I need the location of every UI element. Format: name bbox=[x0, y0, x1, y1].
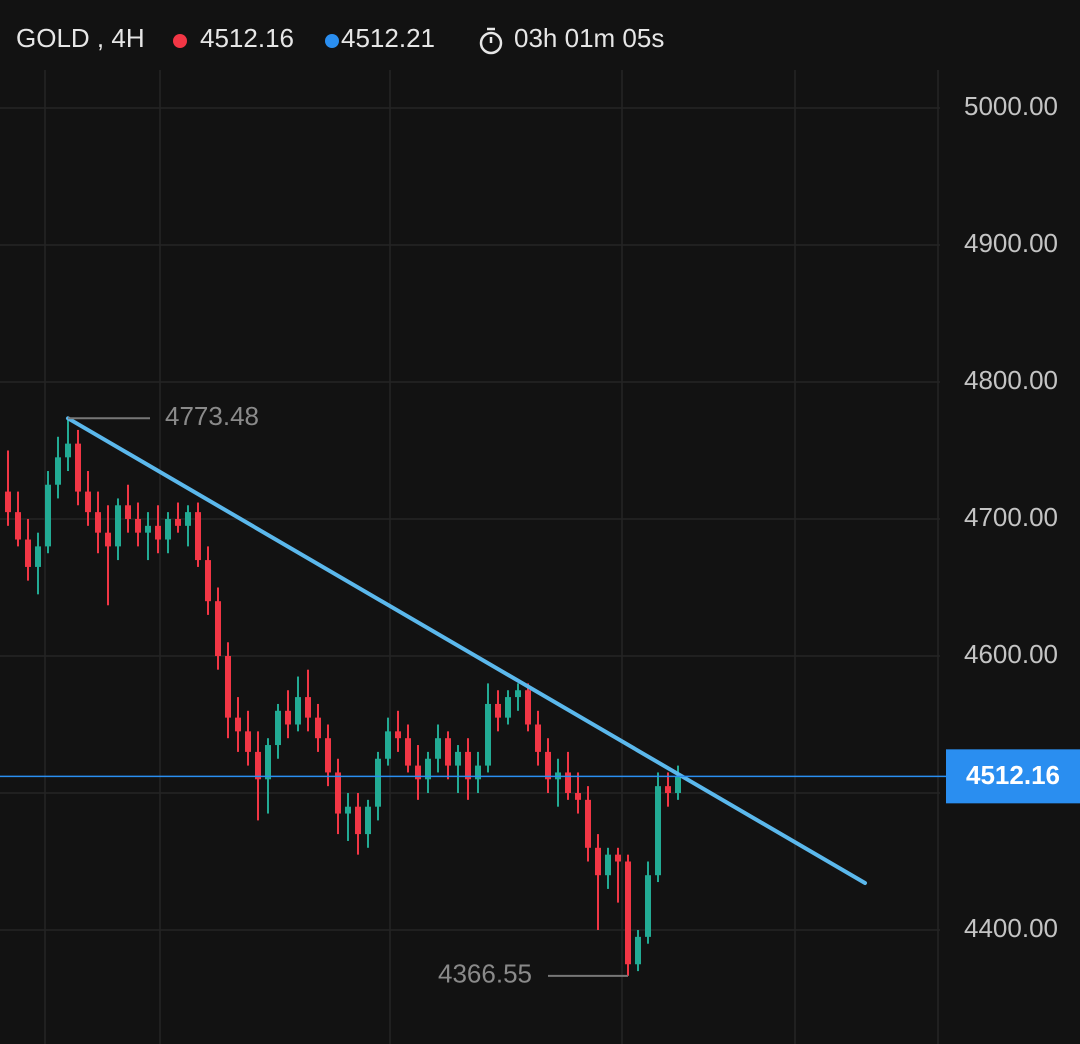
symbol: GOLD , 4H bbox=[16, 23, 145, 53]
candle-body bbox=[45, 484, 51, 547]
candle-body bbox=[165, 518, 171, 540]
candle-body bbox=[145, 525, 151, 533]
candle-body bbox=[615, 854, 621, 862]
y-tick-label: 5000.00 bbox=[964, 91, 1058, 121]
candle-body bbox=[345, 806, 351, 814]
candle-body bbox=[455, 751, 461, 766]
ask-price: 4512.21 bbox=[341, 23, 435, 53]
candle-body bbox=[395, 731, 401, 739]
candle-body bbox=[515, 690, 521, 698]
candle-body bbox=[485, 703, 491, 766]
bid-price: 4512.16 bbox=[200, 23, 294, 53]
vertical-grid bbox=[44, 70, 939, 1044]
high-label: 4773.48 bbox=[165, 401, 259, 431]
candle-body bbox=[675, 776, 681, 793]
candle-body bbox=[385, 731, 391, 759]
candle-body bbox=[475, 765, 481, 780]
candle-body bbox=[435, 738, 441, 759]
candle-body bbox=[545, 751, 551, 780]
candle-body bbox=[185, 512, 191, 526]
y-tick-label: 4600.00 bbox=[964, 639, 1058, 669]
candle-body bbox=[95, 512, 101, 533]
candle-body bbox=[115, 505, 121, 547]
candle-body bbox=[105, 532, 111, 547]
candle-body bbox=[305, 697, 311, 718]
candle-body bbox=[125, 505, 131, 519]
candle-body bbox=[265, 745, 271, 780]
candle-body bbox=[575, 792, 581, 800]
candle-body bbox=[415, 765, 421, 780]
price-box-label: 4512.16 bbox=[966, 760, 1060, 790]
candle-body bbox=[65, 443, 71, 458]
candle-body bbox=[605, 854, 611, 876]
price-box bbox=[946, 749, 1080, 804]
candle-body bbox=[275, 710, 281, 746]
y-tick-label: 4800.00 bbox=[964, 365, 1058, 395]
candle-body bbox=[465, 751, 471, 780]
y-tick-label: 4400.00 bbox=[964, 913, 1058, 943]
y-tick-label: 4700.00 bbox=[964, 502, 1058, 532]
candle-body bbox=[505, 697, 511, 718]
timer-icon bbox=[479, 27, 503, 55]
candle-body bbox=[535, 724, 541, 752]
candle-body bbox=[405, 738, 411, 766]
candle-body bbox=[245, 731, 251, 752]
candle-body bbox=[155, 525, 161, 540]
candle-body bbox=[75, 443, 81, 492]
candle-body bbox=[365, 806, 371, 835]
candle-body bbox=[595, 847, 601, 876]
candle-body bbox=[625, 861, 631, 965]
candle-body bbox=[135, 518, 141, 533]
candle-body bbox=[525, 690, 531, 725]
candle-body bbox=[205, 560, 211, 602]
candle-body bbox=[655, 786, 661, 876]
candle-body bbox=[635, 936, 641, 965]
candle-body bbox=[665, 786, 671, 793]
candle-body bbox=[355, 806, 361, 835]
candle-body bbox=[375, 758, 381, 807]
candle-body bbox=[175, 518, 181, 526]
candle-body bbox=[285, 710, 291, 725]
timer: 03h 01m 05s bbox=[514, 23, 664, 53]
header: GOLD , 4H 4512.16 4512.21 03h 01m 05s bbox=[16, 23, 664, 55]
trendline bbox=[66, 416, 867, 886]
candle-body bbox=[645, 875, 651, 937]
bid-dot bbox=[173, 34, 187, 48]
candle-body bbox=[35, 546, 41, 567]
candle-body bbox=[85, 491, 91, 513]
candle-body bbox=[225, 655, 231, 718]
candle-body bbox=[25, 539, 31, 567]
y-tick-label: 4900.00 bbox=[964, 228, 1058, 258]
candle-body bbox=[255, 751, 261, 780]
candle-body bbox=[325, 738, 331, 773]
candle-body bbox=[335, 772, 341, 814]
candle-body bbox=[5, 491, 11, 513]
candle-body bbox=[15, 512, 21, 540]
candle-body bbox=[565, 772, 571, 793]
candle-body bbox=[585, 799, 591, 848]
candle-body bbox=[195, 512, 201, 561]
candle-body bbox=[425, 758, 431, 780]
low-label: 4366.55 bbox=[438, 959, 532, 989]
candle-body bbox=[55, 457, 61, 485]
candle-body bbox=[235, 717, 241, 732]
candle-body bbox=[445, 738, 451, 766]
candle-body bbox=[315, 717, 321, 739]
candle-body bbox=[215, 601, 221, 656]
candle-body bbox=[495, 703, 501, 718]
candle-body bbox=[295, 697, 301, 725]
ask-dot bbox=[325, 34, 339, 48]
